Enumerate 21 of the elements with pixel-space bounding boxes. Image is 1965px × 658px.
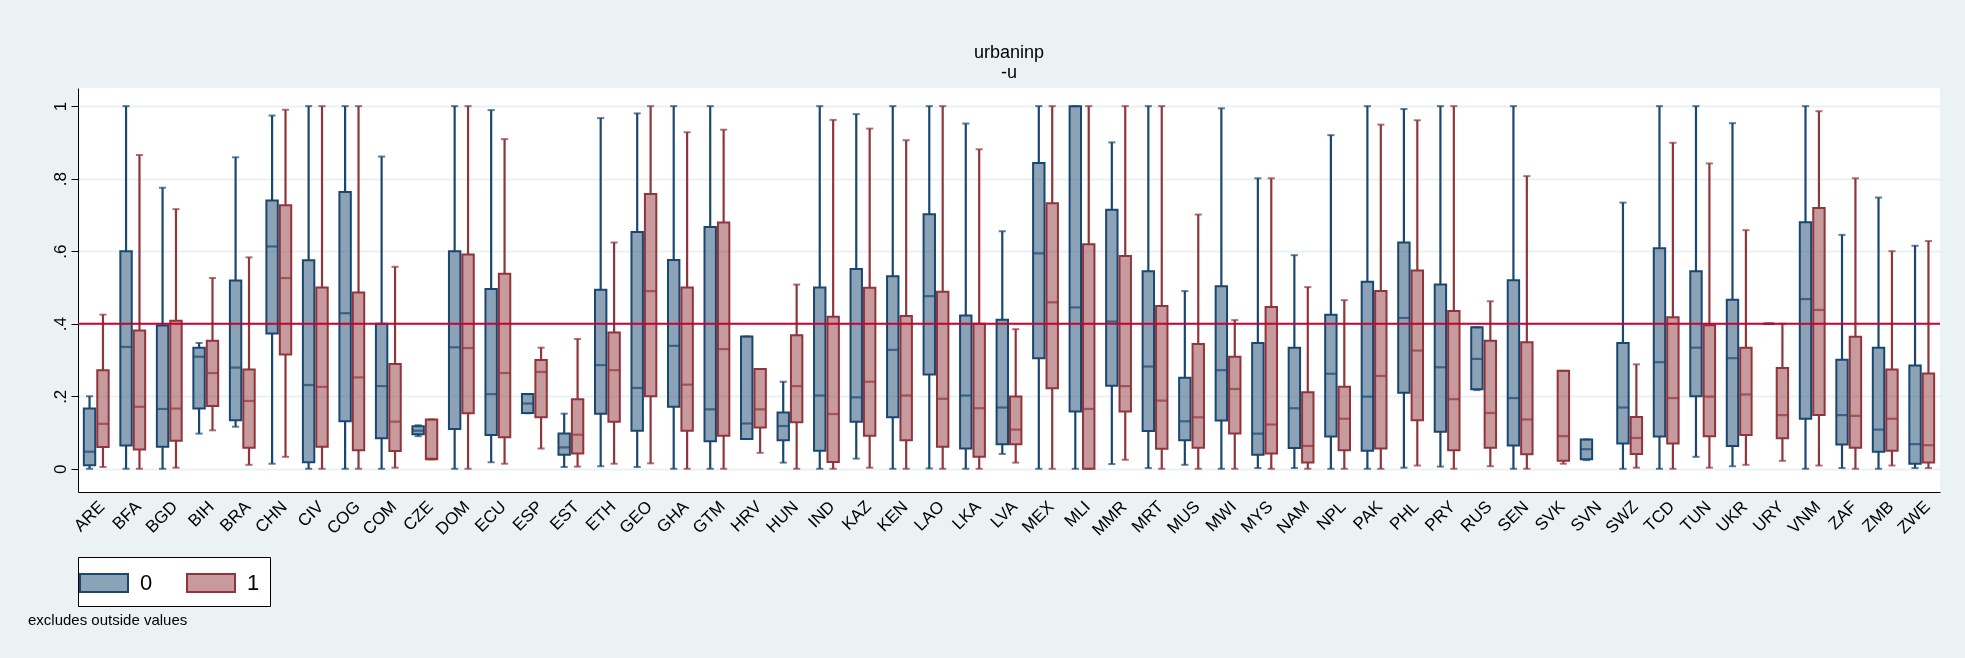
x-tick-label: TCD [1640,497,1679,536]
x-tick-label: IND [804,497,839,532]
x-tick-label: NPL [1312,497,1350,534]
x-tick-label: PHL [1385,497,1423,534]
x-tick-label: BIH [184,497,218,531]
chart-title: urbaninp [973,42,1045,62]
y-tick-label: .4 [50,317,70,332]
x-tick-label: GHA [652,496,693,537]
y-tick-label: .6 [50,244,70,259]
legend-label: 0 [140,570,153,595]
chart-subtitle: -u [1000,62,1018,82]
x-tick-label: LKA [948,496,985,534]
y-tick-label: .2 [50,389,70,404]
x-tick-label: BFA [108,496,146,534]
text: excludes outside values [28,611,188,628]
y-tick-label: .8 [50,172,70,187]
x-tick-label: CIV [293,496,328,531]
legend-label: 1 [247,570,260,595]
y-tick-label: 0 [50,464,70,475]
y-tick-label: 1 [50,101,70,112]
x-tick-label: LVA [986,496,1022,532]
